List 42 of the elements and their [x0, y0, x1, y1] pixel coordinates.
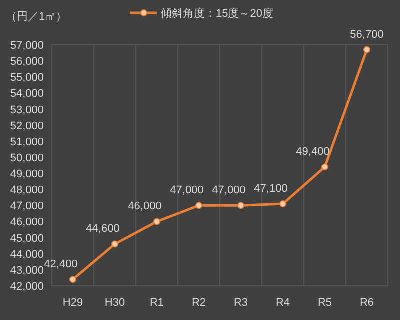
x-tick-label: R2 — [192, 297, 206, 309]
y-tick-label: 57,000 — [10, 40, 44, 52]
point — [280, 200, 286, 208]
y-tick-label: 48,000 — [10, 184, 44, 197]
x-tick-label: H30 — [104, 297, 126, 309]
y-axis-title: （円／1㎡） — [6, 11, 68, 23]
point — [112, 240, 118, 248]
y-tick-label: 42,000 — [10, 281, 44, 293]
point — [322, 164, 328, 171]
point — [196, 202, 202, 210]
legend-label: 傾斜角度：15度～20度 — [161, 7, 274, 20]
y-tick-label: 50,000 — [10, 152, 44, 164]
x-tick-label: R1 — [150, 297, 164, 309]
y-tick-label: 55,000 — [10, 72, 44, 84]
point — [364, 46, 370, 54]
y-tick-label: 54,000 — [10, 88, 44, 100]
x-tick-label: R5 — [318, 297, 332, 309]
text: 47,000 — [170, 184, 204, 197]
point — [70, 276, 76, 284]
text: 47,100 — [254, 183, 288, 196]
point — [154, 218, 160, 226]
y-tick-label: 49,000 — [10, 168, 44, 181]
y-tick-label: 45,000 — [10, 232, 44, 245]
y-tick-label: 44,000 — [10, 248, 44, 261]
x-tick-label: R6 — [360, 297, 374, 309]
y-tick-label: 46,000 — [10, 216, 44, 229]
text: 44,600 — [86, 223, 120, 236]
text: 47,000 — [212, 184, 246, 197]
x-tick-label: R3 — [234, 297, 248, 309]
point — [238, 202, 244, 210]
text: 56,700 — [350, 28, 384, 41]
x-tick-label: R4 — [276, 297, 290, 309]
y-tick-label: 47,000 — [10, 200, 44, 213]
y-tick-label: 56,000 — [10, 56, 44, 68]
x-tick-label: H29 — [62, 297, 84, 309]
y-tick-label: 43,000 — [10, 264, 44, 277]
text: 46,000 — [128, 200, 162, 213]
y-tick-label: 52,000 — [10, 120, 44, 132]
text: 42,400 — [44, 258, 78, 271]
y-tick-label: 53,000 — [10, 104, 44, 116]
y-tick-label: 51,000 — [10, 136, 44, 148]
text: 49,400 — [296, 146, 330, 158]
